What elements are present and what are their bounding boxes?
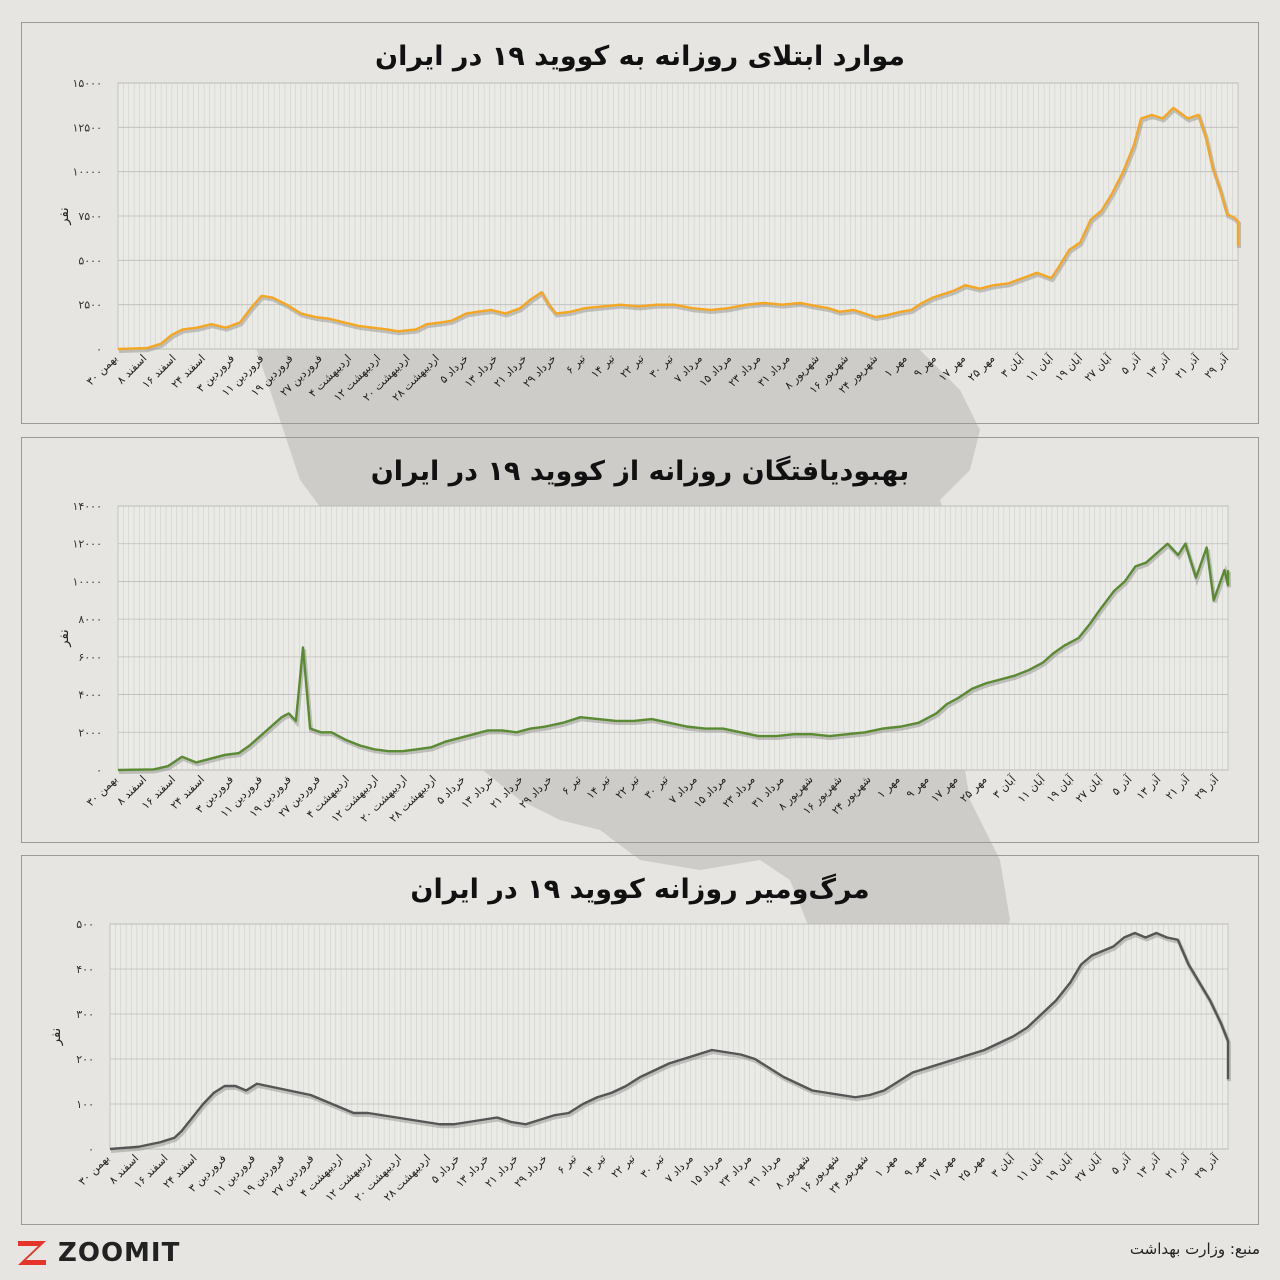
y-tick-label: ۱۲۵۰۰	[72, 121, 102, 134]
x-tick-label: ۱۹ آبان	[1043, 772, 1077, 806]
x-tick-label: ۱۱ آبان	[1023, 351, 1057, 385]
y-tick-label: ۲۰۰۰	[78, 726, 102, 739]
x-tick-label: ۹ مهر	[911, 352, 939, 380]
x-tick-label: ۱۳ آذر	[1133, 772, 1164, 803]
series-shadow	[118, 107, 1241, 353]
y-tick-label: ۸۰۰۰	[78, 613, 102, 626]
x-tick-label: ۳۰ بهمن	[84, 352, 120, 388]
x-tick-label: ۲۹ آذر	[1191, 772, 1222, 803]
y-axis-label: نفر	[49, 1028, 64, 1046]
y-axis-label: نفر	[57, 207, 72, 225]
x-tick-label: ۱۱ آبان	[1013, 1151, 1047, 1185]
zoomit-logo[interactable]: ZOOMIT	[14, 1236, 180, 1270]
y-tick-label: ۰	[96, 764, 102, 777]
x-tick-label: ۳۰ بهمن	[76, 1152, 112, 1188]
x-tick-label: ۲۲ تیر	[618, 352, 647, 381]
y-tick-label: ۷۵۰۰	[78, 210, 102, 223]
y-tick-label: ۲۰۰	[76, 1053, 94, 1066]
vertical-grid	[109, 924, 1229, 1149]
x-tick-label: ۱ مهر	[875, 773, 903, 801]
x-tick-label: ۱ مهر	[872, 1152, 900, 1180]
x-tick-label: ۲۵ مهر	[965, 352, 997, 384]
x-tick-label: ۱۷ مهر	[936, 352, 968, 384]
x-tick-label: ۱۳ آذر	[1143, 351, 1174, 382]
x-tick-label: ۱۴ تیر	[588, 352, 617, 381]
deaths-chart-panel: مرگ‌ومیر روزانه کووید ۱۹ در ایران ۰ ۱۰۰ ۲۰…	[21, 855, 1259, 1225]
x-tick-label: ۲۱ آذر	[1162, 772, 1193, 803]
x-tick-label: ۱۹ آبان	[1042, 1151, 1076, 1185]
y-tick-label: ۴۰۰۰	[78, 689, 102, 702]
x-tick-label: ۲۹ آذر	[1201, 351, 1232, 382]
x-tick-label: ۲۹ آذر	[1191, 1151, 1222, 1182]
y-tick-label: ۲۵۰۰	[78, 299, 102, 312]
deaths-chart-title: مرگ‌ومیر روزانه کووید ۱۹ در ایران	[410, 874, 870, 905]
x-tick-label: ۶ تیر	[563, 352, 588, 377]
y-tick-label: ۱۰۰۰۰	[72, 575, 102, 588]
source-note: منبع: وزارت بهداشت	[1129, 1240, 1260, 1258]
x-tick-label: ۱۱ آبان	[1014, 772, 1048, 806]
y-axis-label: نفر	[57, 629, 72, 647]
logo-text: ZOOMIT	[58, 1238, 181, 1268]
x-tick-label: ۲۹ خرداد	[521, 352, 559, 390]
series-shadow	[110, 932, 1231, 1153]
y-tick-label: ۱۲۰۰۰	[72, 538, 102, 551]
x-tick-label: ۲۹ خرداد	[512, 1152, 550, 1190]
y-tick-label: ۱۰۰۰۰	[72, 166, 102, 179]
y-tick-label: ۱۵۰۰۰	[72, 77, 102, 90]
recoveries-chart: ۰ ۲۰۰۰ ۴۰۰۰ ۶۰۰۰ ۸۰۰۰ ۱۰۰۰۰ ۱۲۰۰۰ ۱۴۰۰۰ نفر ۳۰ به…	[57, 500, 1231, 825]
x-tick-label: ۲۱ آذر	[1162, 1151, 1193, 1182]
y-tick-label: ۰	[96, 343, 102, 356]
x-tick-label: ۱۳ آذر	[1133, 1151, 1164, 1182]
x-tick-label: ۳۰ بهمن	[84, 773, 120, 809]
y-tick-label: ۳۰۰	[76, 1008, 94, 1021]
x-tick-label: ۱۷ مهر	[927, 1152, 959, 1184]
x-tick-label: ۵ آذر	[1109, 772, 1136, 799]
y-tick-label: ۱۴۰۰۰	[72, 500, 102, 513]
x-tick-label: ۲۲ تیر	[609, 1152, 638, 1181]
x-tick-label: ۱۹ آبان	[1052, 351, 1086, 385]
y-tick-label: ۵۰۰۰	[78, 254, 102, 267]
vertical-grid	[117, 506, 1229, 770]
x-tick-label: ۲۷ آبان	[1071, 1151, 1105, 1185]
x-tick-label: ۶ تیر	[555, 1152, 580, 1177]
x-tick-label: ۱ مهر	[882, 352, 910, 380]
x-tick-label: ۲۱ آذر	[1172, 351, 1203, 382]
cases-chart-title: موارد ابتلای روزانه به کووید ۱۹ در ایران	[375, 41, 905, 72]
series-line	[117, 106, 1240, 351]
y-tick-label: ۰	[88, 1143, 94, 1156]
x-tick-label: ۲۵ مهر	[957, 773, 989, 805]
series-line	[109, 931, 1230, 1151]
recoveries-chart-title: بهبودیافتگان روزانه از کووید ۱۹ در ایران	[370, 456, 910, 487]
recoveries-chart-panel: بهبودیافتگان روزانه از کووید ۱۹ در ایران…	[21, 437, 1259, 843]
x-tick-label: ۲۷ آبان	[1072, 772, 1106, 806]
x-tick-label: ۵ آذر	[1108, 1151, 1135, 1178]
x-tick-label: ۲۵ مهر	[956, 1152, 988, 1184]
cases-chart-panel: موارد ابتلای روزانه به کووید ۱۹ در ایران…	[21, 22, 1259, 424]
y-tick-label: ۶۰۰۰	[78, 651, 102, 664]
x-tick-label: ۱۴ تیر	[584, 773, 613, 802]
x-tick-label: ۲۷ آبان	[1081, 351, 1115, 385]
y-tick-label: ۴۰۰	[76, 963, 94, 976]
x-tick-label: ۹ مهر	[904, 773, 932, 801]
zoomit-z-icon	[18, 1241, 46, 1265]
y-tick-label: ۵۰۰	[76, 918, 94, 931]
x-tick-label: ۱۷ مهر	[929, 773, 961, 805]
x-tick-label: ۶ تیر	[559, 773, 584, 798]
y-tick-label: ۱۰۰	[76, 1098, 94, 1111]
x-tick-label: ۲۲ تیر	[613, 773, 642, 802]
x-tick-label: ۵ آذر	[1118, 351, 1145, 378]
series-line	[117, 542, 1230, 772]
x-tick-label: ۱۴ تیر	[580, 1152, 609, 1181]
x-tick-label: ۹ مهر	[902, 1152, 930, 1180]
